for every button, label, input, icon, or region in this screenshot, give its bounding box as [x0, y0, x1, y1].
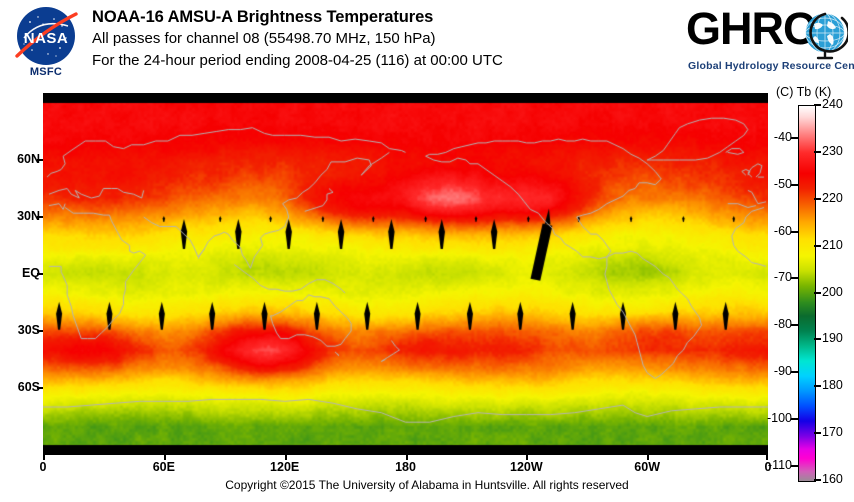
latitude-tick-label: 30S — [17, 323, 40, 337]
nasa-meatball-logo: NASA — [10, 4, 82, 84]
colorbar-celsius-tick — [791, 230, 798, 233]
longitude-tick-mark — [526, 455, 529, 460]
colorbar-kelvin-label: 190 — [822, 331, 843, 346]
colorbar-kelvin-label: 230 — [822, 143, 843, 158]
colorbar-kelvin-label: 170 — [822, 425, 843, 440]
ghrc-subtitle-text: Global Hydrology Resource Center — [688, 60, 854, 72]
header: NASA MSFC NOAA-16 AMSU-A Brightness Temp… — [0, 0, 854, 90]
colorbar-kelvin-tick — [814, 244, 821, 247]
longitude-tick-label: 120W — [510, 460, 543, 474]
latitude-tick-label: EQ — [21, 266, 40, 280]
longitude-tick-mark — [405, 455, 408, 460]
page-title: NOAA-16 AMSU-A Brightness Temperatures — [92, 8, 434, 26]
colorbar-header-label: (C) Tb (K) — [776, 85, 832, 99]
nasa-center-label: MSFC — [29, 66, 63, 78]
colorbar-celsius-label: -40 — [773, 129, 792, 144]
longitude-tick-label: 60W — [634, 460, 660, 474]
title-subtitle-channel: All passes for channel 08 (55498.70 MHz,… — [92, 30, 436, 47]
colorbar-celsius-tick — [791, 277, 798, 280]
latitude-tick-mark — [37, 273, 43, 275]
colorbar-kelvin-tick — [814, 104, 821, 106]
colorbar-kelvin-tick — [814, 291, 821, 294]
colorbar-celsius-label: -80 — [773, 317, 792, 332]
colorbar-kelvin-tick — [814, 432, 821, 435]
longitude-tick-label: 0 — [764, 460, 772, 474]
svg-text:NASA: NASA — [24, 30, 69, 47]
colorbar-celsius-tick — [791, 324, 798, 327]
latitude-tick-label: 60S — [17, 380, 40, 394]
longitude-tick-mark — [766, 455, 768, 460]
globe-icon — [804, 12, 850, 60]
colorbar-celsius-tick — [791, 183, 798, 186]
latitude-tick-label: 60N — [17, 152, 40, 166]
colorbar-celsius-tick — [791, 418, 798, 421]
colorbar-celsius-label: -70 — [773, 270, 792, 285]
longitude-tick-mark — [284, 455, 287, 460]
colorbar: (C) Tb (K) 240 230 220 210 200 190 180 170 160 -4… — [767, 85, 854, 486]
ghrc-wordmark-text: GHRC — [686, 3, 815, 54]
colorbar-kelvin-label: 210 — [822, 237, 843, 252]
colorbar-kelvin-tick — [814, 338, 821, 341]
colorbar-celsius-tick — [791, 371, 798, 374]
colorbar-celsius-label: -100 — [766, 411, 792, 426]
longitude-tick-label: 180 — [395, 460, 416, 474]
colorbar-gradient — [798, 105, 816, 482]
latitude-tick-label: 30N — [17, 209, 40, 223]
title-block: NOAA-16 AMSU-A Brightness Temperatures A… — [92, 7, 672, 72]
latitude-tick-mark — [37, 387, 43, 389]
colorbar-kelvin-tick — [814, 385, 821, 388]
map-plot-area[interactable] — [43, 93, 768, 455]
copyright-notice: Copyright ©2015 The University of Alabam… — [225, 478, 629, 492]
ghrc-logo: GHRC — [686, 3, 854, 82]
colorbar-kelvin-tick — [814, 479, 821, 481]
longitude-tick-label: 60E — [152, 460, 175, 474]
colorbar-celsius-label: -50 — [773, 176, 792, 191]
longitude-tick-mark — [43, 455, 45, 460]
longitude-tick-mark — [163, 455, 166, 460]
latitude-tick-mark — [37, 330, 43, 332]
colorbar-kelvin-tick — [814, 197, 821, 200]
colorbar-kelvin-label: 240 — [822, 97, 843, 111]
longitude-tick-label: 120E — [270, 460, 300, 474]
colorbar-kelvin-label: 200 — [822, 284, 843, 299]
colorbar-celsius-label: -90 — [773, 364, 792, 379]
latitude-tick-mark — [37, 216, 43, 218]
longitude-tick-label: 0 — [39, 460, 47, 474]
colorbar-celsius-label: -60 — [773, 223, 792, 238]
brightness-temperature-heatmap[interactable] — [43, 93, 768, 455]
longitude-tick-mark — [647, 455, 650, 460]
latitude-tick-mark — [37, 159, 43, 161]
colorbar-celsius-tick — [791, 136, 798, 139]
colorbar-kelvin-label: 220 — [822, 190, 843, 205]
colorbar-celsius-tick — [791, 464, 798, 467]
colorbar-kelvin-tick — [814, 150, 821, 153]
colorbar-celsius-label: -110 — [767, 457, 792, 472]
title-subtitle-period: For the 24-hour period ending 2008-04-25… — [92, 52, 503, 69]
colorbar-kelvin-label: 160 — [822, 472, 843, 486]
colorbar-kelvin-label: 180 — [822, 378, 843, 393]
